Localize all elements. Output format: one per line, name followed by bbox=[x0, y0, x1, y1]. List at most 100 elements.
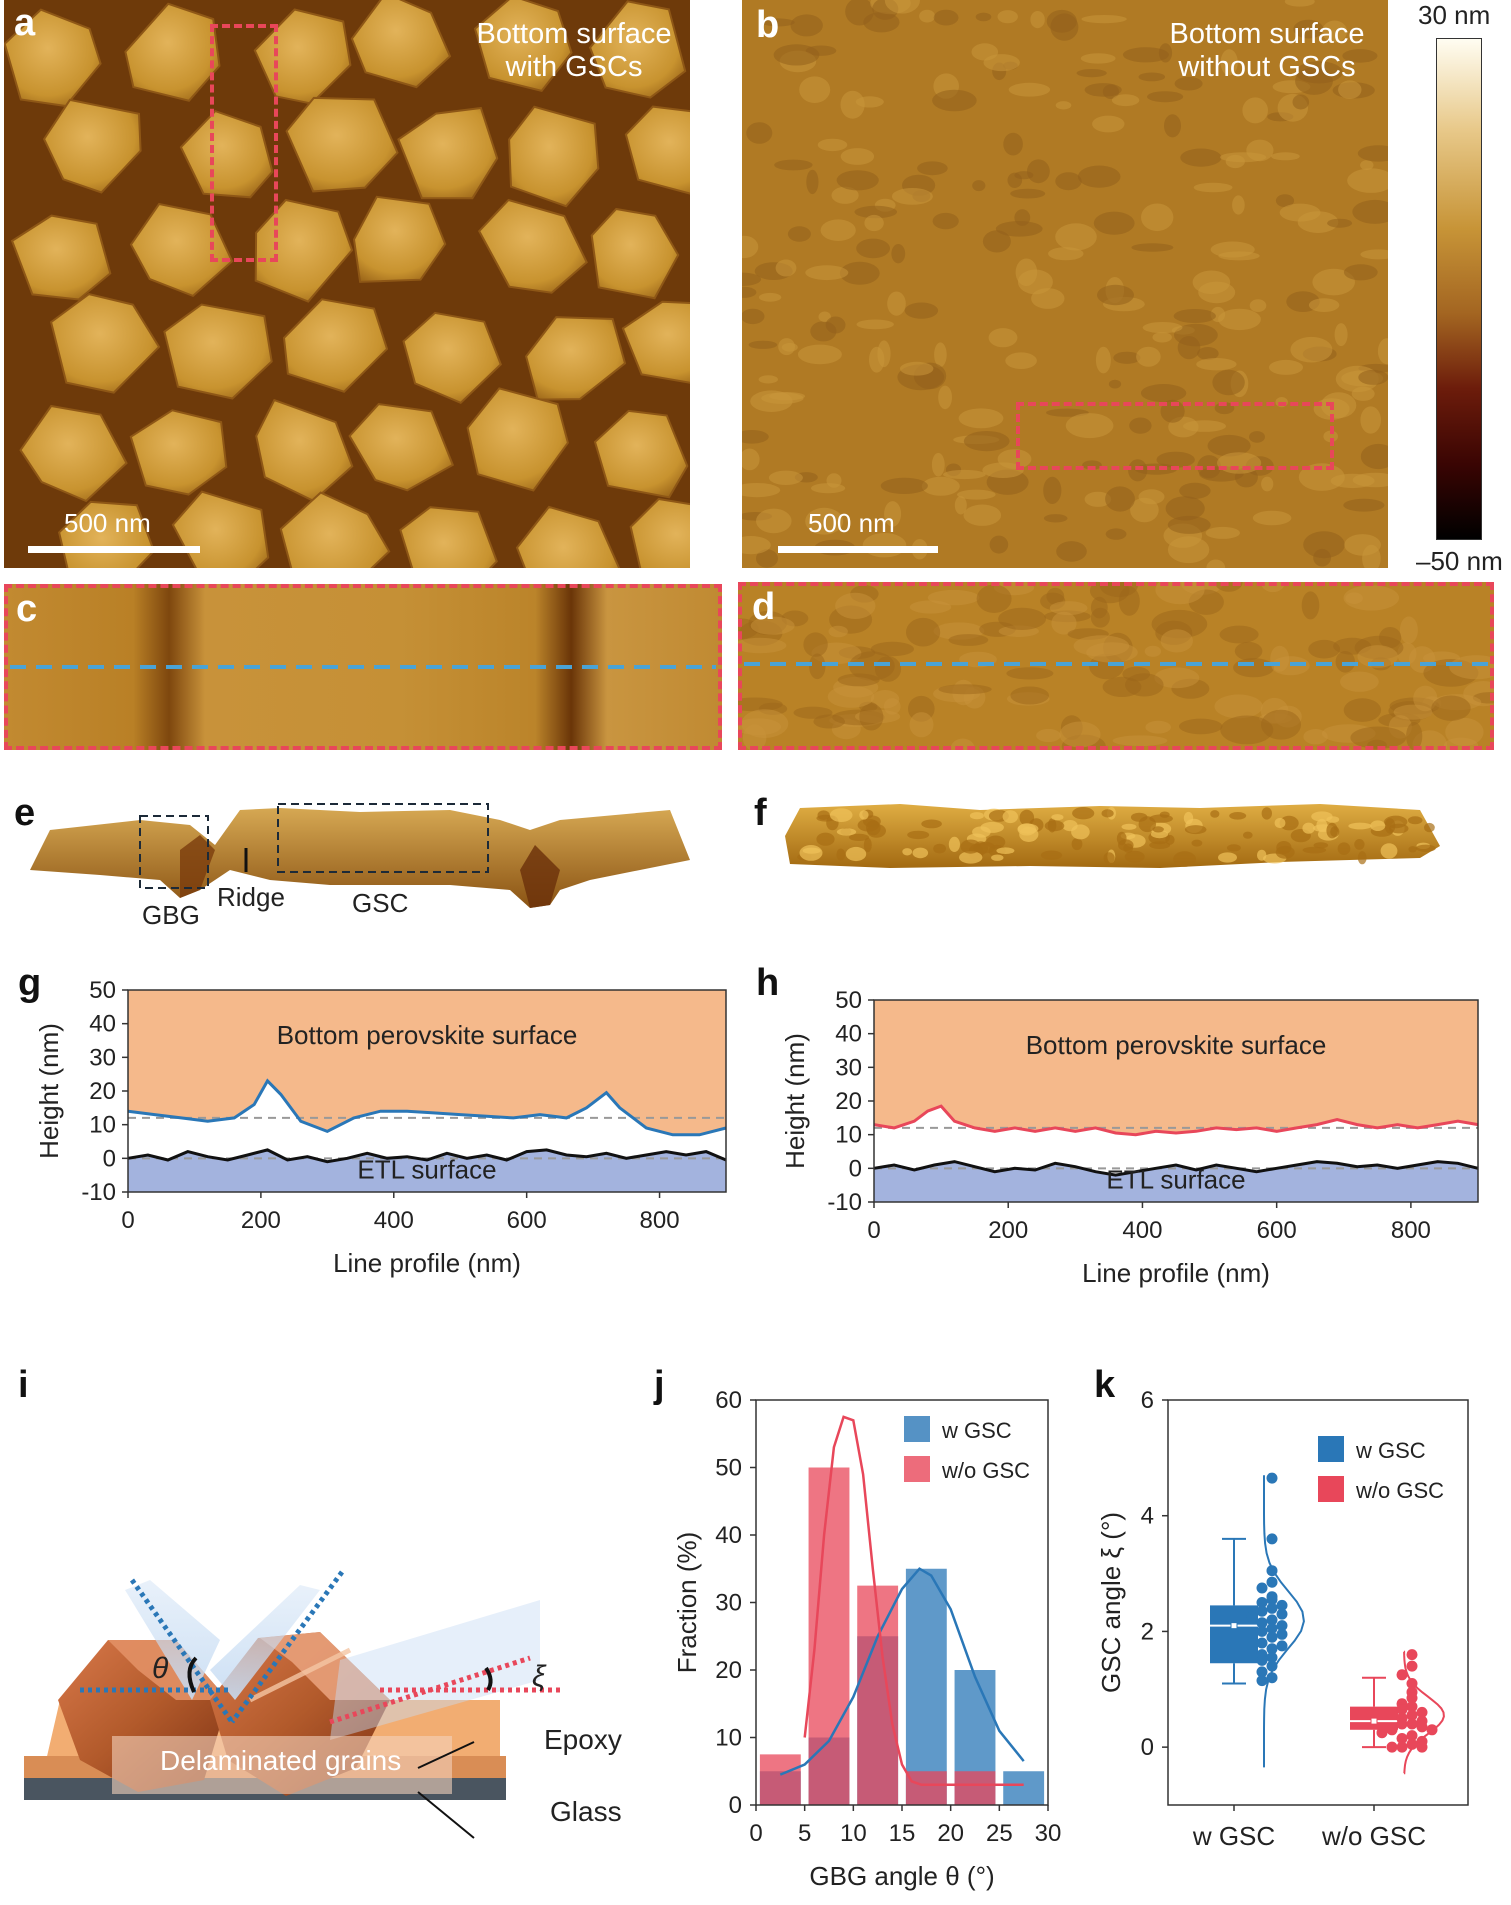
grain bbox=[10, 214, 112, 301]
afm-texture-b bbox=[742, 0, 1388, 568]
texture-blob bbox=[1152, 332, 1172, 343]
texture-blob bbox=[933, 843, 946, 854]
grain bbox=[477, 198, 588, 294]
region-label-top: Bottom perovskite surface bbox=[1026, 1030, 1327, 1060]
texture-blob bbox=[1360, 160, 1374, 171]
texture-blob bbox=[1076, 69, 1107, 78]
texture-blob bbox=[1330, 826, 1340, 838]
texture-blob bbox=[806, 169, 819, 195]
fit-curve-w-gsc bbox=[779, 1567, 1025, 1776]
panel-b-title-line1: Bottom surface bbox=[1169, 18, 1365, 50]
texture-blob bbox=[1284, 0, 1315, 7]
texture-blob bbox=[1261, 807, 1272, 820]
scale-bar-b bbox=[778, 546, 938, 553]
texture-blob bbox=[1145, 720, 1171, 734]
data-point bbox=[1416, 1741, 1428, 1753]
data-point bbox=[1256, 1675, 1268, 1687]
texture-blob bbox=[1089, 582, 1130, 604]
scale-label-b: 500 nm bbox=[808, 508, 895, 538]
texture-blob bbox=[1008, 82, 1051, 97]
texture-blob bbox=[917, 161, 948, 176]
texture-blob bbox=[1234, 641, 1263, 661]
texture-blob bbox=[742, 286, 757, 298]
mean-marker bbox=[1370, 1717, 1378, 1725]
data-point bbox=[1266, 1660, 1278, 1672]
texture-blob bbox=[1352, 472, 1388, 488]
texture-blob bbox=[1393, 704, 1433, 720]
data-point bbox=[1276, 1640, 1288, 1652]
texture-blob bbox=[1165, 834, 1175, 845]
afm-zoom-d-texture bbox=[738, 582, 1494, 750]
grain bbox=[352, 195, 447, 283]
surface-f-texture bbox=[797, 807, 1436, 867]
texture-blob bbox=[1399, 616, 1418, 644]
legend-swatch bbox=[1318, 1436, 1344, 1462]
grain bbox=[285, 96, 399, 193]
texture-blob bbox=[1301, 591, 1320, 620]
legend-swatch bbox=[904, 1416, 930, 1442]
texture-blob bbox=[933, 9, 959, 26]
texture-blob bbox=[738, 637, 787, 654]
zoom-frame-d bbox=[738, 582, 1494, 750]
y-tick-label: 40 bbox=[89, 1011, 116, 1038]
texture-blob bbox=[909, 712, 934, 738]
texture-blob bbox=[1358, 369, 1388, 385]
panel-b-title-line2: without GSCs bbox=[1178, 51, 1356, 83]
texture-blob bbox=[976, 841, 996, 854]
texture-blob bbox=[1293, 19, 1324, 39]
texture-blob bbox=[773, 44, 820, 66]
texture-blob bbox=[781, 342, 798, 352]
panel-b-title: Bottom surface without GSCs bbox=[1142, 18, 1388, 84]
texture-blob bbox=[742, 235, 759, 259]
afm-zoom-c: c bbox=[4, 584, 722, 750]
panel-label-g: g bbox=[18, 962, 42, 1004]
texture-blob bbox=[828, 625, 848, 638]
grain bbox=[254, 198, 354, 303]
texture-blob bbox=[1140, 384, 1187, 403]
grain bbox=[49, 293, 161, 394]
texture-blob bbox=[1295, 67, 1333, 95]
series-perovskite-line bbox=[873, 1104, 1479, 1137]
texture-blob bbox=[1327, 218, 1353, 228]
texture-blob bbox=[1071, 837, 1083, 851]
texture-blob bbox=[1249, 299, 1267, 312]
texture-blob bbox=[827, 685, 875, 708]
y-tick-label: 0 bbox=[729, 1792, 742, 1819]
texture-blob bbox=[1302, 846, 1327, 854]
legend-swatch bbox=[904, 1456, 930, 1482]
texture-blob bbox=[931, 452, 945, 477]
y-tick-label: 2 bbox=[1141, 1618, 1154, 1645]
y-tick-label: 50 bbox=[835, 987, 862, 1014]
texture-blob bbox=[1010, 686, 1049, 705]
dotted-blue-left bbox=[129, 1578, 235, 1724]
texture-blob bbox=[738, 718, 782, 736]
grain bbox=[588, 0, 687, 99]
texture-blob bbox=[1343, 585, 1400, 611]
x-axis-label: Line profile (nm) bbox=[1082, 1258, 1270, 1288]
texture-blob bbox=[1174, 323, 1218, 347]
texture-blob bbox=[1030, 11, 1045, 29]
texture-blob bbox=[863, 815, 881, 828]
data-point bbox=[1256, 1654, 1268, 1666]
texture-blob bbox=[1093, 211, 1135, 235]
panel-label-c: c bbox=[16, 588, 38, 630]
texture-blob bbox=[1055, 172, 1082, 191]
texture-blob bbox=[1111, 94, 1140, 107]
data-point bbox=[1406, 1718, 1418, 1730]
panel-label-j: j bbox=[654, 1364, 665, 1406]
data-point bbox=[1396, 1741, 1408, 1753]
texture-blob bbox=[742, 483, 781, 498]
beam-right bbox=[210, 1585, 320, 1700]
texture-blob bbox=[938, 684, 992, 695]
texture-blob bbox=[1138, 816, 1156, 833]
grain bbox=[621, 300, 690, 384]
texture-blob bbox=[1179, 718, 1223, 735]
x-tick-label: 600 bbox=[1257, 1217, 1297, 1244]
grain bbox=[163, 303, 273, 400]
grains-a bbox=[4, 0, 690, 568]
texture-blob bbox=[1051, 611, 1077, 635]
texture-blob bbox=[1308, 639, 1341, 659]
texture-blob bbox=[954, 496, 967, 515]
texture-blob bbox=[1275, 845, 1295, 859]
